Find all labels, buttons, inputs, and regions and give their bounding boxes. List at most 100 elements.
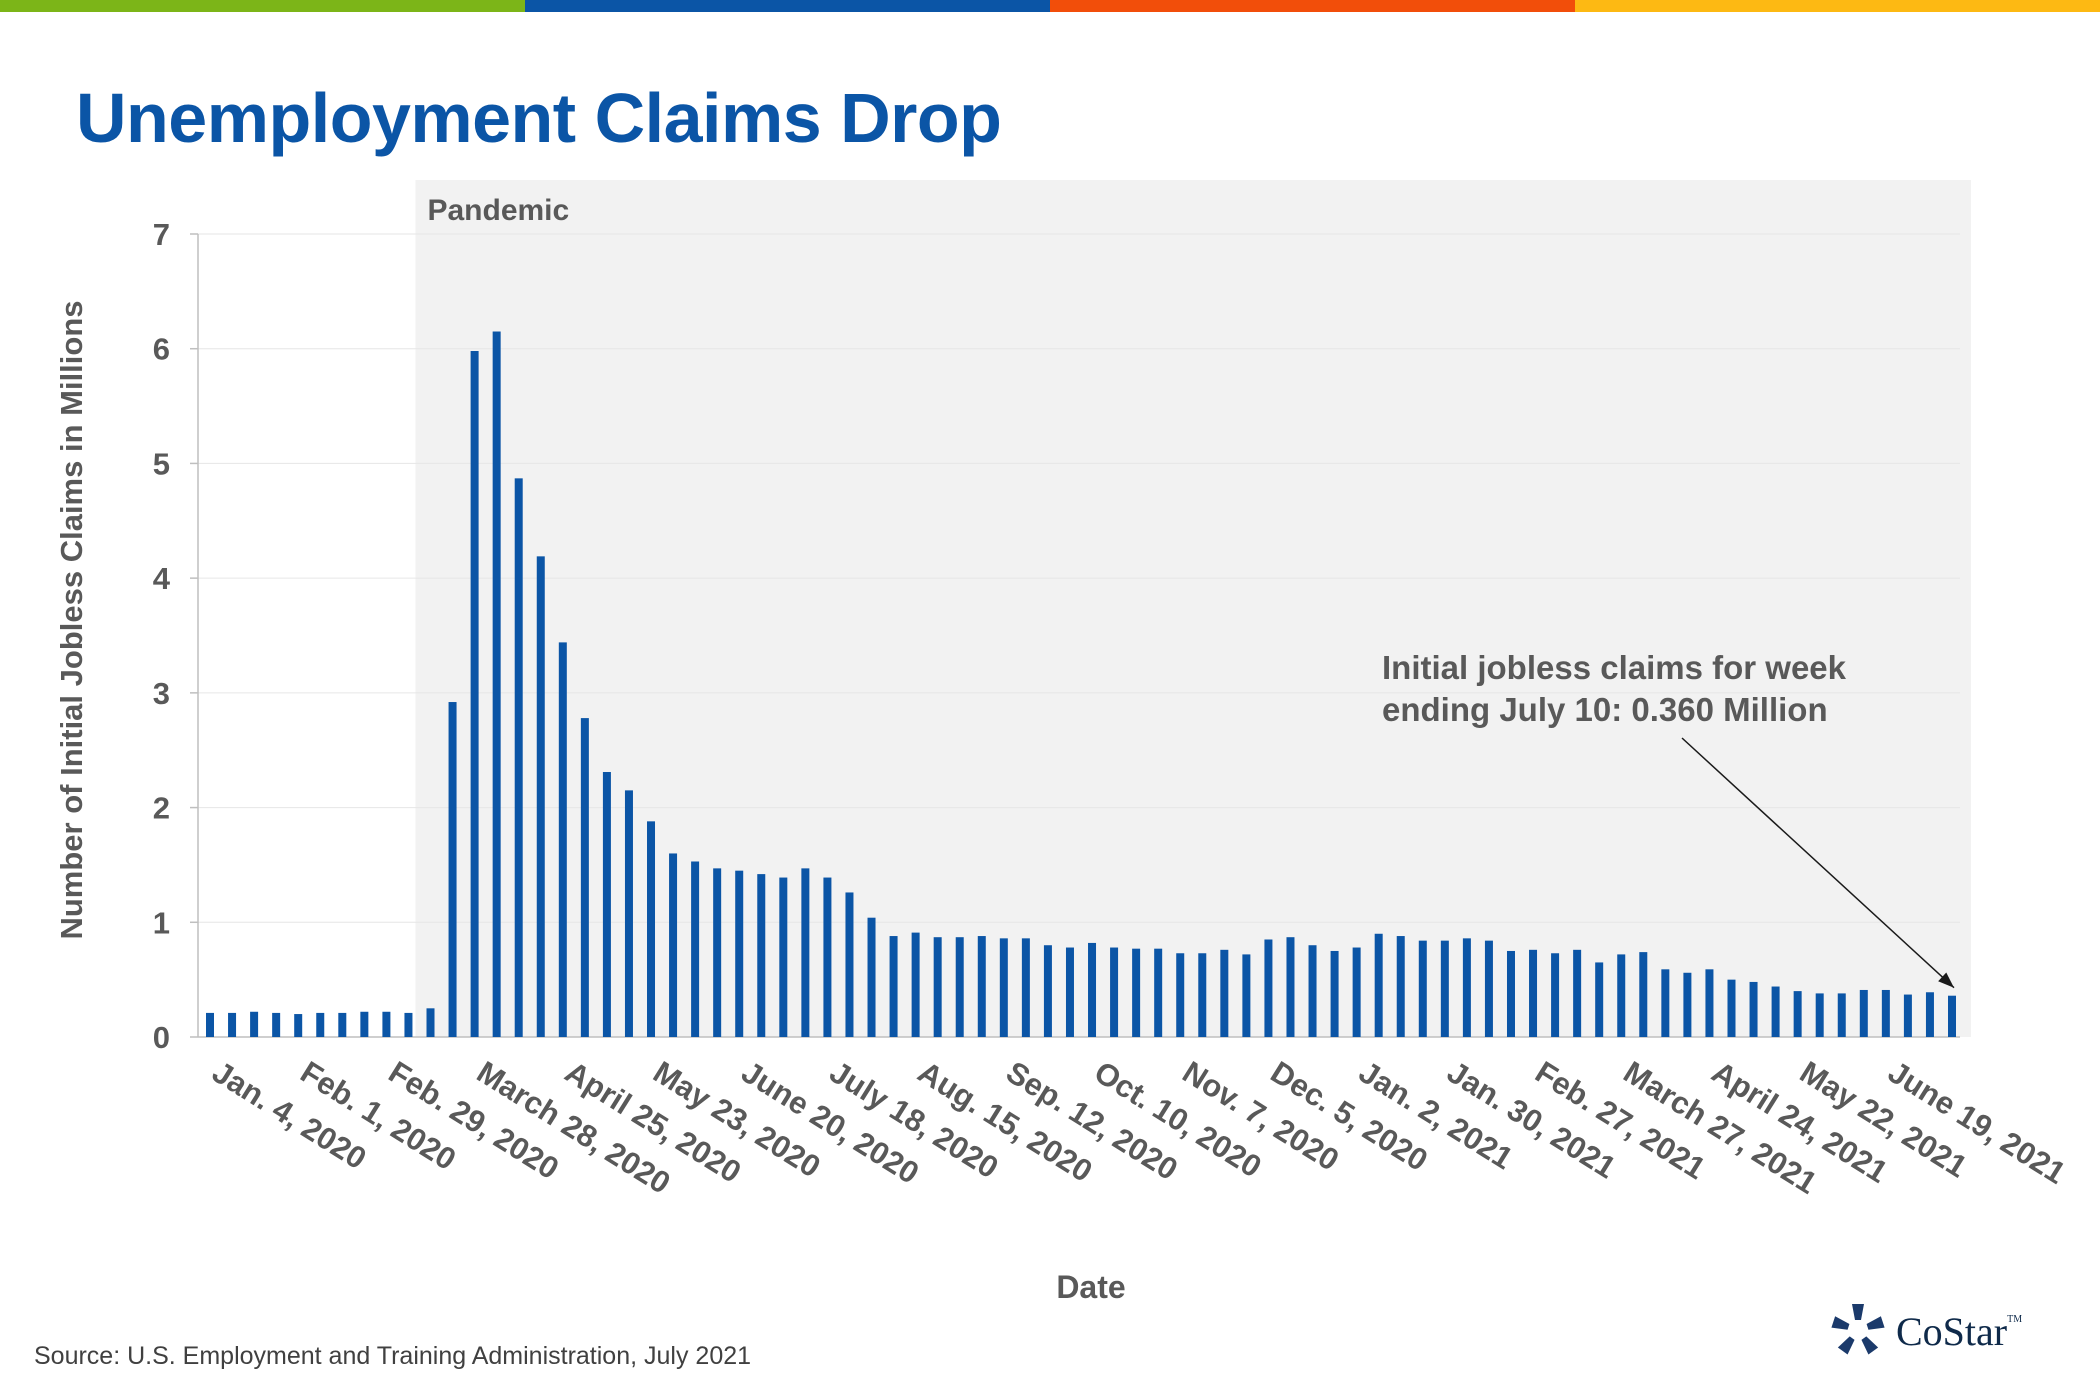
bar-april-11-2020: [514, 478, 523, 1037]
bar-july-4-2020: [779, 877, 788, 1037]
bar-june-13-2020: [713, 868, 722, 1037]
bar-march-20-2021: [1595, 962, 1604, 1037]
bar-july-18-2020: [823, 877, 832, 1037]
costar-star-icon: [1831, 1304, 1885, 1355]
bar-feb-8-2020: [316, 1012, 325, 1037]
bar-aug-8-2020: [889, 936, 898, 1037]
bar-feb-20-2021: [1506, 950, 1515, 1037]
bar-july-25-2020: [845, 892, 854, 1037]
bar-june-19-2021: [1881, 989, 1890, 1037]
bar-jan-23-2021: [1418, 940, 1427, 1037]
bar-may-16-2020: [624, 790, 633, 1037]
accent-segment-yellow: [1575, 0, 2100, 12]
bar-aug-15-2020: [911, 932, 920, 1037]
bar-jan-2-2021: [1352, 947, 1361, 1037]
bar-jan-30-2021: [1440, 940, 1449, 1037]
bar-march-27-2021: [1617, 954, 1626, 1037]
bar-nov-28-2020: [1242, 954, 1251, 1037]
bar-july-10-2021: [1948, 995, 1956, 1037]
bar-jan-16-2021: [1396, 936, 1405, 1037]
bar-nov-14-2020: [1198, 953, 1207, 1037]
accent-segment-blue: [525, 0, 1050, 12]
costar-logo: CoStarTM: [1828, 1300, 2028, 1360]
y-tick-label: 2: [153, 791, 170, 826]
bar-may-15-2021: [1771, 986, 1780, 1037]
bar-july-3-2021: [1925, 992, 1934, 1037]
bar-may-9-2020: [602, 772, 611, 1037]
bar-april-3-2021: [1639, 952, 1648, 1037]
bar-june-6-2020: [691, 861, 700, 1037]
bar-jan-11-2020: [228, 1012, 237, 1037]
bar-april-18-2020: [536, 556, 545, 1037]
annotation-arrow-line: [1681, 737, 1955, 989]
bar-nov-21-2020: [1220, 949, 1229, 1037]
bar-june-5-2021: [1837, 993, 1846, 1037]
x-axis-title: Date: [1056, 1269, 1125, 1305]
bar-may-2-2020: [580, 718, 589, 1037]
bar-june-26-2021: [1903, 994, 1912, 1037]
bar-april-17-2021: [1683, 972, 1692, 1037]
bar-may-23-2020: [647, 821, 656, 1037]
annotation-arrowhead: [1938, 972, 1954, 988]
bar-march-28-2020: [470, 351, 479, 1038]
bar-jan-25-2020: [272, 1012, 281, 1037]
bar-july-11-2020: [801, 868, 810, 1037]
bar-march-13-2021: [1573, 949, 1582, 1037]
bar-dec-5-2020: [1264, 939, 1273, 1037]
y-tick-label: 0: [153, 1020, 170, 1055]
pandemic-label: Pandemic: [427, 194, 569, 227]
bar-sep-12-2020: [999, 938, 1008, 1037]
bar-oct-17-2020: [1110, 947, 1119, 1037]
bar-march-7-2020: [404, 1012, 413, 1037]
y-axis-title: Number of Initial Jobless Claims in Mill…: [54, 300, 89, 939]
bar-feb-15-2020: [338, 1012, 347, 1037]
bar-june-20-2020: [735, 870, 744, 1037]
bar-may-22-2021: [1793, 991, 1802, 1037]
bar-june-27-2020: [757, 874, 766, 1037]
bar-aug-29-2020: [955, 937, 964, 1037]
accent-segment-green: [0, 0, 525, 12]
bar-dec-26-2020: [1330, 950, 1339, 1037]
bar-feb-29-2020: [382, 1011, 391, 1037]
accent-segment-orange: [1050, 0, 1575, 12]
bar-sep-5-2020: [977, 936, 986, 1037]
bar-feb-22-2020: [360, 1011, 369, 1037]
bar-may-30-2020: [669, 853, 678, 1037]
bar-april-4-2020: [492, 331, 501, 1037]
bar-oct-10-2020: [1088, 942, 1097, 1037]
y-tick-label: 4: [153, 561, 171, 596]
logo-wordmark: CoStarTM: [1896, 1309, 2023, 1354]
annotation-line: Initial jobless claims for week: [1382, 649, 1847, 686]
bar-oct-31-2020: [1154, 948, 1163, 1037]
bar-april-25-2020: [558, 642, 567, 1037]
bar-sep-19-2020: [1021, 938, 1030, 1037]
bar-feb-27-2021: [1529, 949, 1538, 1037]
bar-jan-4-2020: [206, 1012, 214, 1037]
bar-oct-3-2020: [1065, 947, 1074, 1037]
bar-april-24-2021: [1705, 969, 1714, 1037]
bar-april-10-2021: [1661, 969, 1670, 1037]
bar-march-14-2020: [426, 1008, 435, 1037]
y-tick-label: 3: [153, 676, 170, 711]
bar-jan-18-2020: [250, 1011, 259, 1037]
accent-bar: [0, 0, 2100, 12]
bar-oct-24-2020: [1132, 948, 1141, 1037]
bar-dec-19-2020: [1308, 945, 1317, 1037]
y-tick-label: 6: [153, 332, 170, 367]
y-tick-label: 1: [153, 905, 170, 940]
bar-feb-6-2021: [1462, 938, 1471, 1037]
bar-aug-1-2020: [867, 917, 876, 1037]
annotation-text: Initial jobless claims for week ending Ju…: [1382, 649, 1847, 728]
bar-sep-26-2020: [1043, 945, 1052, 1037]
bar-aug-22-2020: [933, 937, 942, 1037]
source-note: Source: U.S. Employment and Training Adm…: [34, 1342, 752, 1370]
y-tick-label: 5: [153, 446, 170, 481]
y-tick-label: 7: [153, 217, 170, 252]
bar-jan-9-2021: [1374, 933, 1383, 1037]
bar-may-8-2021: [1749, 981, 1758, 1037]
bar-march-21-2020: [448, 702, 457, 1037]
bar-march-6-2021: [1551, 953, 1560, 1037]
bar-dec-12-2020: [1286, 937, 1295, 1037]
bar-nov-7-2020: [1176, 953, 1185, 1037]
bar-june-12-2021: [1859, 989, 1868, 1037]
